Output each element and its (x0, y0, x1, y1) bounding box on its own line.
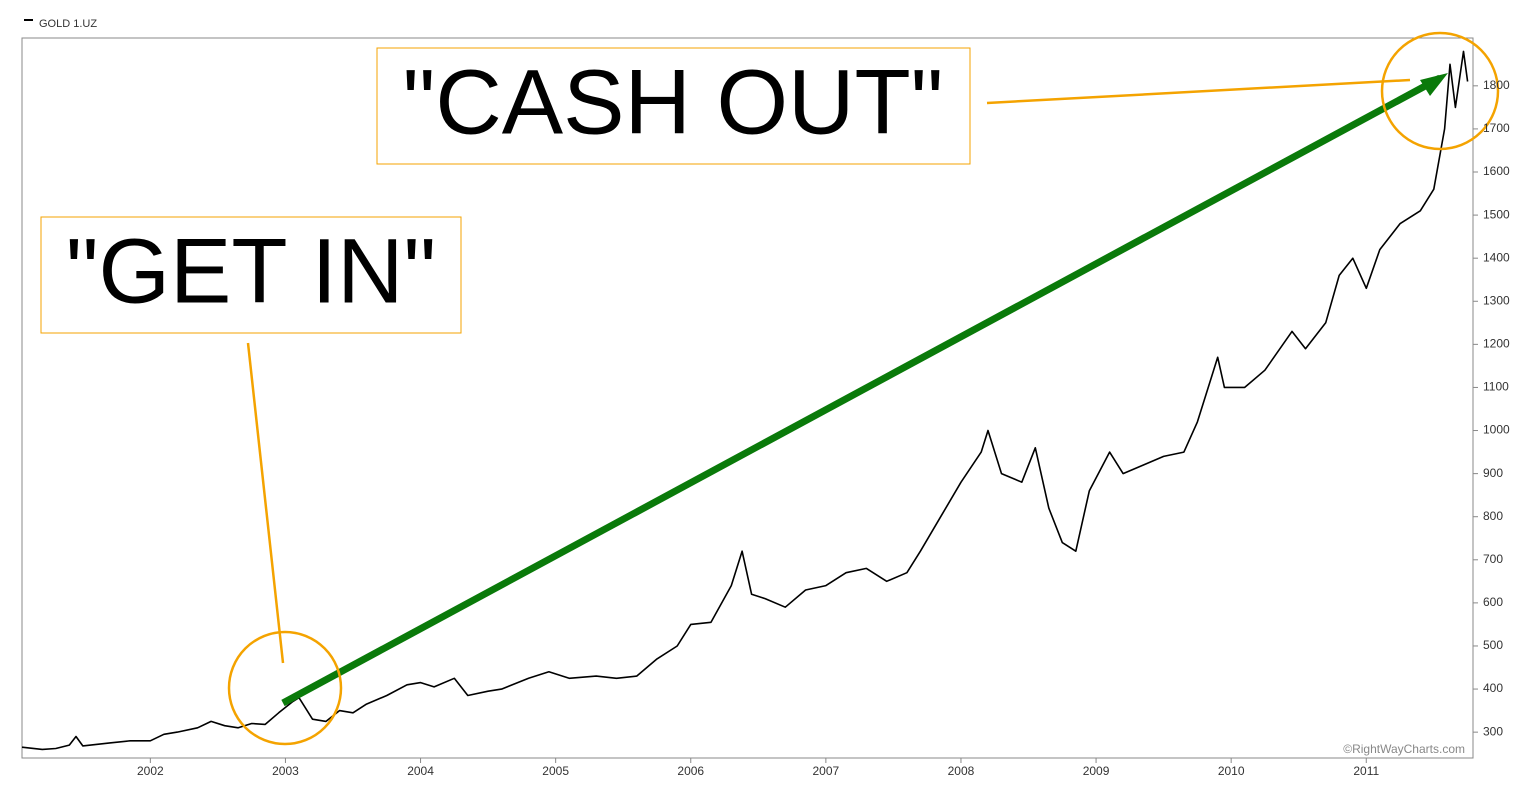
callout-box (376, 47, 971, 165)
y-tick-label: 700 (1483, 552, 1503, 566)
price-line (21, 50, 1469, 751)
y-tick-label: 1700 (1483, 121, 1510, 135)
annotation: "GET IN" (66, 220, 436, 322)
y-tick-label: 1300 (1483, 293, 1510, 307)
y-tick-label: 1400 (1483, 250, 1510, 264)
trend-arrow (281, 74, 1442, 707)
highlight-circle (1380, 31, 1500, 151)
x-tick-label: 2009 (1083, 764, 1110, 778)
x-tick-label: 2005 (542, 764, 569, 778)
x-tick-label: 2007 (813, 764, 840, 778)
legend-label: GOLD 1.UZ (39, 18, 97, 30)
credit: ©RightWayCharts.com (1343, 742, 1465, 756)
x-tick-label: 2002 (137, 764, 164, 778)
y-tick-label: 1600 (1483, 164, 1510, 178)
x-tick-label: 2003 (272, 764, 299, 778)
plot-frame (21, 37, 1474, 759)
y-tick-label: 1500 (1483, 207, 1510, 221)
x-tick-label: 2006 (677, 764, 704, 778)
y-tick-label: 300 (1483, 724, 1503, 738)
callout-line (986, 78, 1411, 105)
callout-box (40, 216, 462, 334)
highlight-circle (227, 630, 343, 746)
x-tick-label: 2011 (1353, 764, 1379, 778)
callout-line (246, 342, 285, 664)
arrow-head (1420, 73, 1448, 96)
y-tick-label: 500 (1483, 638, 1503, 652)
x-tick-label: 2008 (948, 764, 975, 778)
annotation: "CASH OUT" (403, 51, 944, 153)
y-tick-label: 900 (1483, 466, 1503, 480)
y-tick-label: 1200 (1483, 337, 1510, 351)
y-tick-label: 1100 (1483, 380, 1509, 394)
y-tick-label: 1800 (1483, 78, 1510, 92)
x-tick-label: 2010 (1218, 764, 1245, 778)
y-tick-label: 800 (1483, 509, 1503, 523)
y-tick-label: 400 (1483, 681, 1503, 695)
y-tick-label: 600 (1483, 595, 1503, 609)
y-tick-label: 1000 (1483, 423, 1510, 437)
x-tick-label: 2004 (407, 764, 434, 778)
